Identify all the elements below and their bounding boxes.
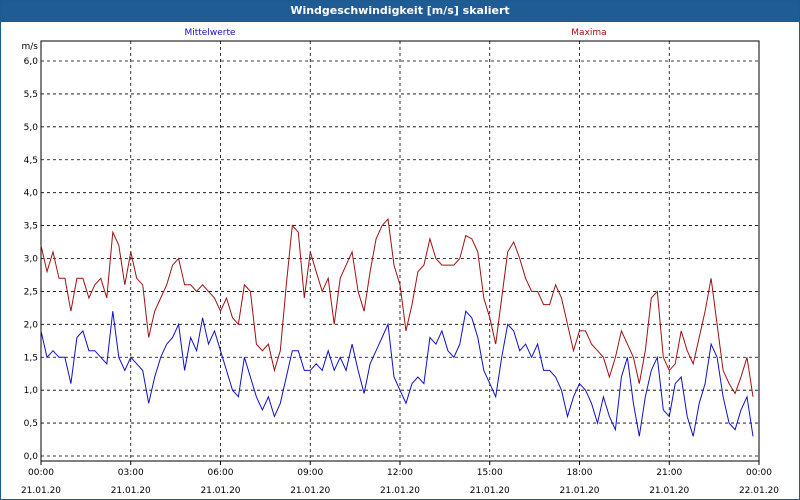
x-tick-date: 21.01.20 <box>380 486 420 496</box>
y-tick-label: 4,0 <box>24 189 39 199</box>
x-tick-date: 21.01.20 <box>559 486 599 496</box>
series-line-maxima <box>40 217 754 397</box>
y-tick-label: 1,5 <box>24 353 38 363</box>
y-tick-label: 6,0 <box>24 57 39 67</box>
y-tick-label: 2,0 <box>24 320 39 330</box>
y-tick-label: 1,0 <box>24 386 39 396</box>
x-tick-date: 21.01.20 <box>200 486 240 496</box>
x-tick-time: 21:00 <box>656 468 682 478</box>
x-tick-date: 21.01.20 <box>21 486 61 496</box>
legend-maxima: Maxima <box>571 28 606 38</box>
window-title: Windgeschwindigkeit [m/s] skaliert <box>1 1 799 22</box>
x-tick-date: 21.01.20 <box>111 486 151 496</box>
legend-mittelwerte: Mittelwerte <box>184 28 235 38</box>
x-tick-time: 00:00 <box>28 468 54 478</box>
y-tick-label: 4,5 <box>24 156 38 166</box>
x-tick-time: 09:00 <box>297 468 323 478</box>
x-tick-date: 21.01.20 <box>470 486 510 496</box>
y-axis-unit: m/s <box>22 42 39 52</box>
x-tick-date: 21.01.20 <box>649 486 689 496</box>
y-tick-label: 5,0 <box>24 123 39 133</box>
y-tick-label: 0,0 <box>24 452 39 462</box>
x-tick-time: 12:00 <box>387 468 413 478</box>
y-tick-label: 0,5 <box>24 419 38 429</box>
y-tick-label: 3,5 <box>24 222 38 232</box>
series-line-mittelwerte <box>40 310 754 437</box>
x-tick-date: 22.01.20 <box>739 486 779 496</box>
x-tick-time: 06:00 <box>208 468 234 478</box>
y-tick-label: 3,0 <box>24 255 39 265</box>
x-tick-date: 21.01.20 <box>290 486 330 496</box>
x-tick-time: 03:00 <box>118 468 144 478</box>
x-tick-time: 18:00 <box>567 468 593 478</box>
y-tick-label: 5,5 <box>24 90 38 100</box>
x-tick-time: 00:00 <box>746 468 772 478</box>
y-tick-label: 2,5 <box>24 287 38 297</box>
x-tick-time: 15:00 <box>477 468 503 478</box>
